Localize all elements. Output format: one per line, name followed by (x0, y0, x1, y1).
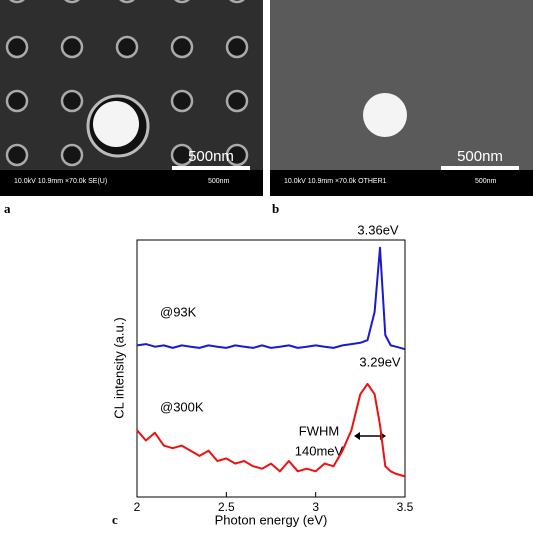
x-tick-label: 3.5 (397, 500, 414, 514)
hole (225, 35, 249, 59)
sem-image (270, 0, 533, 196)
series-line (136, 382, 406, 478)
hole (64, 0, 80, 4)
scale-bar (441, 166, 519, 170)
hole (174, 0, 190, 4)
y-axis-label: CL intensity (a.u.) (111, 317, 126, 418)
hole (170, 89, 194, 113)
hole (60, 35, 84, 59)
annotation: 140meV (295, 443, 344, 458)
scale-bar (172, 166, 250, 170)
info-scale: 500nm (475, 178, 497, 185)
hole (170, 35, 194, 59)
annotation: 3.36eV (357, 222, 399, 237)
hole (119, 0, 135, 4)
scale-text: 500nm (457, 148, 503, 165)
x-tick-label: 2.5 (218, 500, 235, 514)
hole (5, 143, 29, 167)
hole (225, 143, 249, 167)
hole (5, 89, 29, 113)
hole (225, 89, 249, 113)
particle (363, 93, 407, 137)
annotation: @300K (160, 399, 204, 414)
x-axis-label: Photon energy (eV) (215, 512, 328, 527)
info-bar (270, 170, 533, 196)
panel-label: b (272, 201, 279, 216)
hole (229, 0, 245, 4)
info-scale: 500nm (208, 178, 230, 185)
scale-text: 500nm (188, 148, 234, 165)
x-tick-label: 2 (134, 500, 141, 514)
fwhm-arrow (354, 432, 386, 440)
plot-frame (136, 239, 406, 498)
series-line (136, 246, 406, 351)
info-text: 10.0kV 10.9mm ×70.0k OTHER1 (284, 178, 387, 185)
annotation: 3.29eV (359, 354, 401, 369)
hole (60, 143, 84, 167)
x-tick-label: 3 (312, 500, 319, 514)
annotation: FWHM (299, 423, 339, 438)
annotation: @93K (160, 304, 197, 319)
info-text: 10.0kV 10.9mm ×70.0k SE(U) (14, 178, 107, 185)
hole (115, 35, 139, 59)
hole (9, 0, 25, 4)
particle (93, 101, 139, 147)
hole (170, 143, 194, 167)
panel-label: a (4, 201, 11, 216)
panel-label: c (112, 512, 118, 527)
info-bar (0, 170, 263, 196)
hole (60, 89, 84, 113)
hole (5, 35, 29, 59)
